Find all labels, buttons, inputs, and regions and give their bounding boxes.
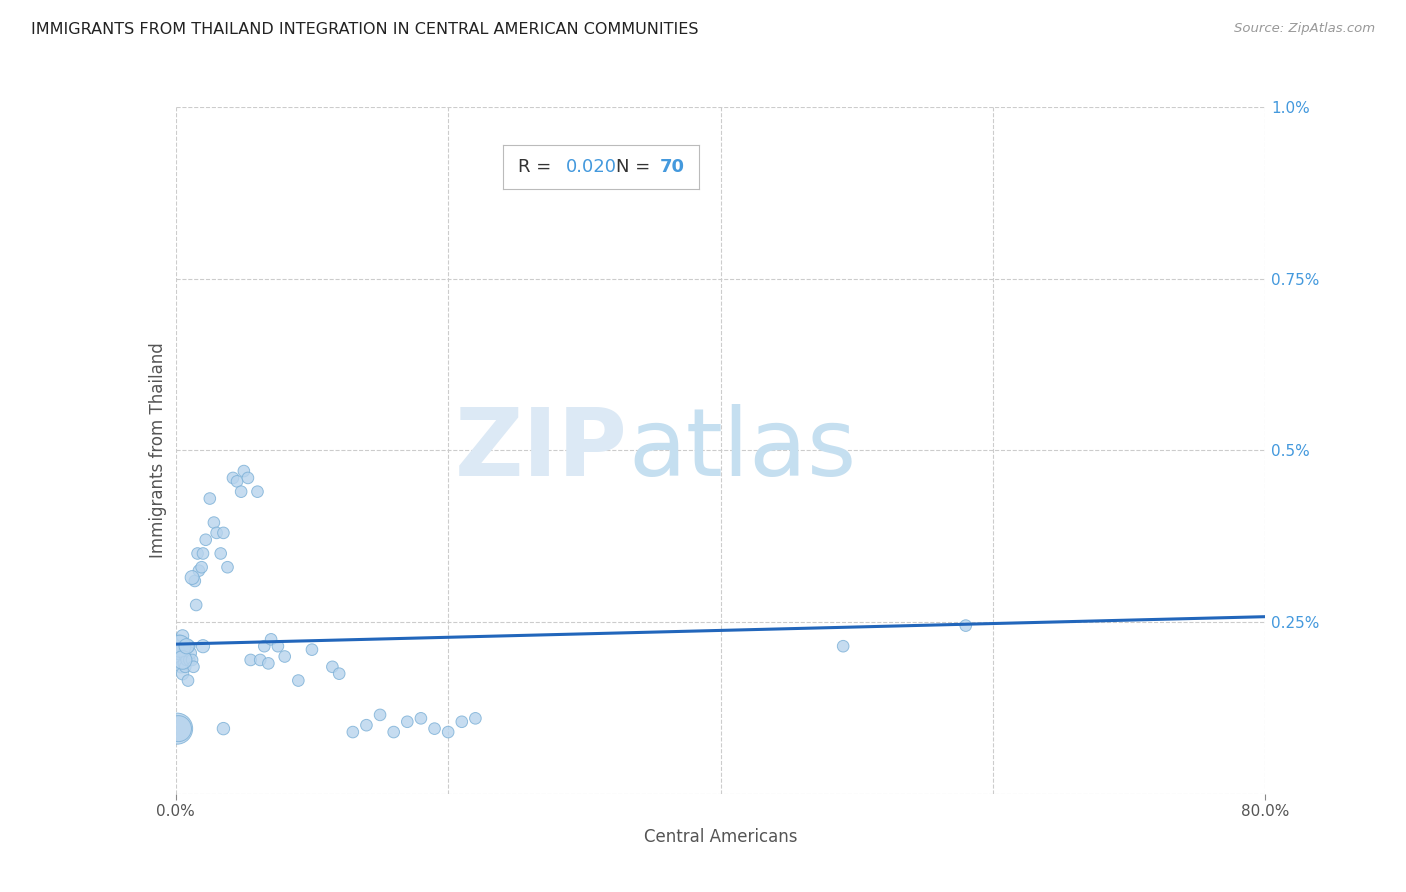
X-axis label: Central Americans: Central Americans xyxy=(644,828,797,846)
Point xyxy=(172,653,194,667)
Point xyxy=(356,718,378,732)
Point xyxy=(177,673,200,688)
Point xyxy=(232,464,254,478)
Point xyxy=(464,711,486,725)
Point xyxy=(169,636,191,650)
Point xyxy=(437,725,460,739)
Point xyxy=(205,525,228,540)
Point xyxy=(274,649,297,664)
Text: N =: N = xyxy=(616,158,657,176)
Point xyxy=(226,475,249,489)
Point xyxy=(260,632,283,647)
Point xyxy=(166,639,188,653)
Text: Source: ZipAtlas.com: Source: ZipAtlas.com xyxy=(1234,22,1375,36)
Point xyxy=(183,660,205,674)
Point xyxy=(170,642,193,657)
Point xyxy=(172,629,194,643)
Point xyxy=(368,707,391,722)
Point xyxy=(246,484,269,499)
Point xyxy=(267,639,290,653)
Point xyxy=(186,598,208,612)
Point xyxy=(169,646,191,660)
Point xyxy=(174,649,197,664)
Point xyxy=(301,642,323,657)
Point xyxy=(239,653,262,667)
Point xyxy=(409,711,432,725)
Point xyxy=(173,646,195,660)
Y-axis label: Immigrants from Thailand: Immigrants from Thailand xyxy=(149,343,167,558)
Point xyxy=(382,725,405,739)
Point xyxy=(176,639,198,653)
Point xyxy=(198,491,221,506)
Point xyxy=(328,666,350,681)
Point xyxy=(176,653,198,667)
Point xyxy=(186,546,209,561)
Point xyxy=(190,560,212,574)
Point xyxy=(191,639,214,653)
Point xyxy=(167,653,190,667)
Point xyxy=(236,471,259,485)
Point xyxy=(287,673,309,688)
Point xyxy=(212,722,235,736)
Point xyxy=(180,646,202,660)
Point xyxy=(222,471,245,485)
Point xyxy=(212,525,235,540)
Point xyxy=(181,570,204,584)
Point xyxy=(174,660,197,674)
Point xyxy=(179,653,201,667)
Point xyxy=(166,722,188,736)
Point xyxy=(253,639,276,653)
Point xyxy=(209,546,232,561)
Point xyxy=(167,642,190,657)
Text: R =: R = xyxy=(519,158,557,176)
Point xyxy=(257,657,280,671)
Point xyxy=(181,653,204,667)
Text: atlas: atlas xyxy=(628,404,856,497)
Point xyxy=(321,660,343,674)
Point xyxy=(342,725,364,739)
Text: IMMIGRANTS FROM THAILAND INTEGRATION IN CENTRAL AMERICAN COMMUNITIES: IMMIGRANTS FROM THAILAND INTEGRATION IN … xyxy=(31,22,699,37)
Text: ZIP: ZIP xyxy=(456,404,628,497)
Point xyxy=(202,516,225,530)
Point xyxy=(450,714,472,729)
Point xyxy=(167,722,190,736)
Point xyxy=(231,484,253,499)
Point xyxy=(194,533,217,547)
Point xyxy=(169,639,191,653)
Point xyxy=(191,546,214,561)
Point xyxy=(170,660,193,674)
Text: 0.020: 0.020 xyxy=(565,158,616,176)
Point xyxy=(184,574,207,588)
Point xyxy=(249,653,271,667)
Point xyxy=(217,560,239,574)
Point xyxy=(832,639,855,653)
Point xyxy=(955,618,977,632)
Text: 70: 70 xyxy=(659,158,685,176)
Point xyxy=(187,564,209,578)
Point xyxy=(172,666,194,681)
Point xyxy=(423,722,446,736)
Point xyxy=(179,639,201,653)
Point xyxy=(173,657,195,671)
Point xyxy=(396,714,419,729)
